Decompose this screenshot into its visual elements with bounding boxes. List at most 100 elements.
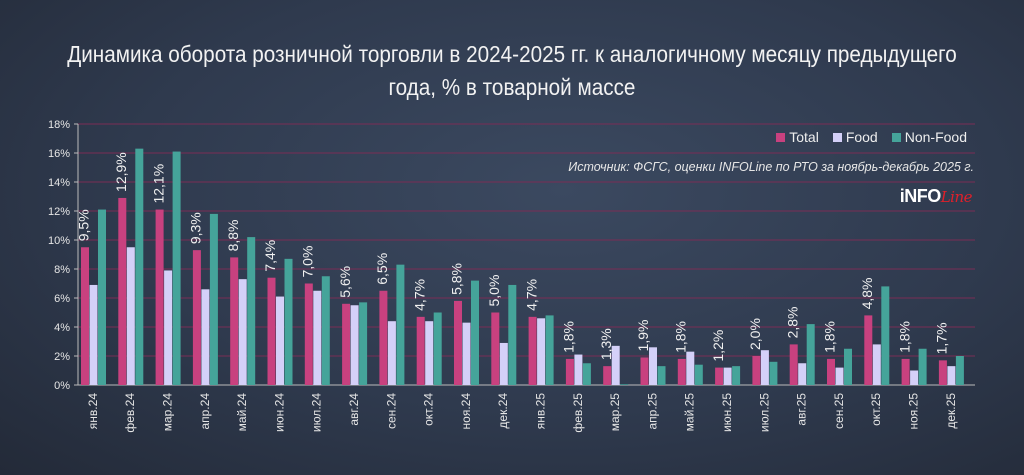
bar-total <box>416 316 425 385</box>
bar-non-food <box>732 366 741 385</box>
x-tick-label: янв.25 <box>534 393 548 430</box>
legend-item-non-food: Non-Food <box>891 129 967 145</box>
bar-non-food <box>433 312 442 385</box>
x-tick-label: май.24 <box>235 393 249 432</box>
bar-non-food <box>135 148 144 385</box>
y-tick-label: 4% <box>54 322 70 334</box>
x-tick-label: июн.25 <box>720 393 734 432</box>
bar-food <box>350 305 359 385</box>
x-tick-label: сен.25 <box>832 393 846 429</box>
bar-total <box>118 197 127 385</box>
x-tick-label: июл.25 <box>757 393 771 432</box>
bar-non-food <box>321 276 330 385</box>
bar-non-food <box>471 280 479 385</box>
data-label: 5,6% <box>337 266 353 298</box>
bar-food <box>611 345 620 385</box>
bar-total <box>192 250 201 385</box>
legend-label: Total <box>789 129 819 145</box>
bar-food <box>313 290 322 385</box>
data-label: 12,1% <box>150 164 166 204</box>
legend-label: Food <box>845 129 878 145</box>
y-tick-label: 12% <box>48 206 70 218</box>
legend-label: Non-Food <box>904 129 967 145</box>
bar-total <box>677 358 686 385</box>
data-label: 5,8% <box>449 263 465 295</box>
bar-non-food <box>806 324 815 385</box>
legend-swatch <box>776 132 786 142</box>
bar-food <box>387 321 396 385</box>
data-label: 1,7% <box>934 322 950 354</box>
x-tick-label: ноя.25 <box>907 393 921 430</box>
y-tick-label: 0% <box>54 380 70 392</box>
bar-non-food <box>284 258 293 385</box>
bar-food <box>201 289 210 385</box>
data-label: 2,8% <box>784 306 800 338</box>
bar-non-food <box>769 361 778 385</box>
bar-food <box>89 284 98 385</box>
bar-total <box>230 257 239 385</box>
x-tick-label: апр.25 <box>645 393 659 430</box>
x-tick-label: фев.24 <box>123 393 137 433</box>
bar-non-food <box>844 348 852 385</box>
x-tick-label: май.25 <box>683 393 697 432</box>
data-label: 8,8% <box>225 219 241 251</box>
bar-total <box>304 283 313 385</box>
bar-non-food <box>955 356 964 385</box>
data-label: 7,4% <box>262 240 278 272</box>
bar-non-food <box>881 286 890 385</box>
bar-non-food <box>209 213 218 385</box>
data-label: 4,7% <box>411 279 427 311</box>
bar-non-food <box>508 284 517 385</box>
bar-food <box>537 318 546 385</box>
bar-food <box>910 370 919 385</box>
data-label: 2,0% <box>747 318 763 350</box>
x-tick-label: окт.25 <box>869 393 883 426</box>
bar-food <box>760 350 769 385</box>
bar-non-food <box>657 366 666 385</box>
y-tick-label: 18% <box>48 119 70 131</box>
bar-food <box>425 321 434 385</box>
y-tick-label: 8% <box>54 264 70 276</box>
x-tick-label: авг.25 <box>795 393 809 426</box>
x-tick-label: янв.24 <box>86 393 100 430</box>
bar-food <box>649 347 657 385</box>
data-label: 9,3% <box>188 212 204 244</box>
data-label: 4,7% <box>523 279 539 311</box>
bar-total <box>752 356 761 385</box>
bar-total <box>267 277 276 385</box>
bar-food <box>798 363 807 385</box>
x-tick-label: окт.24 <box>422 393 436 426</box>
bar-total <box>528 316 537 385</box>
x-tick-label: мар.24 <box>161 393 175 432</box>
legend: Total Food Non-Food <box>776 129 967 145</box>
legend-swatch <box>832 132 842 142</box>
data-label: 1,2% <box>710 330 726 362</box>
data-label: 9,5% <box>76 209 92 241</box>
bar-food <box>835 367 844 385</box>
data-label: 5,0% <box>486 275 502 307</box>
legend-item-food: Food <box>832 129 878 145</box>
bar-non-food <box>582 363 591 385</box>
data-label: 1,8% <box>673 321 689 353</box>
legend-swatch <box>891 132 901 142</box>
bar-total <box>827 358 835 385</box>
bar-non-food <box>694 364 703 385</box>
bar-non-food <box>545 315 554 385</box>
bar-total <box>491 312 500 385</box>
source-note: Источник: ФСГС, оценки INFOLine по РТО з… <box>568 160 974 174</box>
bar-non-food <box>98 209 106 385</box>
bar-food <box>164 270 173 385</box>
x-tick-label: авг.24 <box>347 393 361 426</box>
bar-food <box>276 296 284 385</box>
bar-food <box>574 354 583 385</box>
x-tick-label: апр.24 <box>198 393 212 430</box>
x-tick-label: сен.24 <box>384 393 398 429</box>
data-label: 7,0% <box>300 246 316 278</box>
bar-food <box>947 366 956 385</box>
y-tick-label: 6% <box>54 293 70 305</box>
bar-total <box>155 209 164 385</box>
bar-total <box>81 247 89 385</box>
data-label: 1,8% <box>896 321 912 353</box>
data-label: 1,3% <box>598 328 614 360</box>
x-tick-label: дек.25 <box>944 393 958 429</box>
